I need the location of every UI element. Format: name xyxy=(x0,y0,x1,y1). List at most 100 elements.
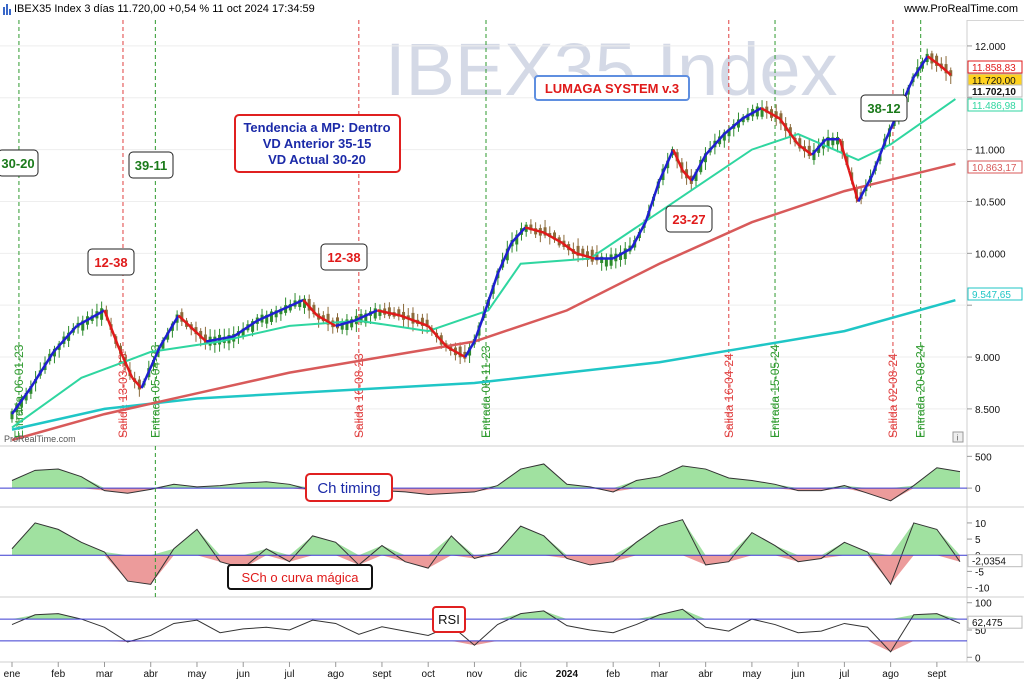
fast-average-segment xyxy=(940,65,952,76)
candle-body xyxy=(515,234,519,245)
fast-average-segment xyxy=(10,387,32,415)
x-tick-label: dic xyxy=(514,669,527,680)
fast-average-segment xyxy=(838,138,851,171)
candle-body xyxy=(944,64,948,74)
signal-tag xyxy=(0,149,39,177)
candle-body xyxy=(397,309,401,317)
x-tick-label: abr xyxy=(144,669,159,680)
rsi-label: RSI xyxy=(438,612,460,627)
y-tick-label: 10.000 xyxy=(975,249,1006,260)
candle-body xyxy=(935,55,939,66)
x-tick-label: jul xyxy=(283,669,294,680)
fast-average-segment xyxy=(233,319,258,338)
fast-average-segment xyxy=(778,117,800,146)
fast-average-segment xyxy=(205,335,235,343)
fast-average-segment xyxy=(760,107,781,120)
signal-label: Salida 02-08-24 xyxy=(886,353,900,438)
ch-timing-positive-area xyxy=(12,463,960,489)
candle-body xyxy=(623,248,627,260)
fast-average-segment xyxy=(464,340,476,358)
trend-box: Tendencia a MP: Dentro VD Anterior 35-15… xyxy=(234,114,401,173)
candle-body xyxy=(350,319,354,328)
candle-body xyxy=(24,392,28,401)
rsi-oversold-area xyxy=(12,640,960,652)
mid-average-line xyxy=(11,98,956,429)
fast-average-segment xyxy=(644,180,661,223)
fast-average-segment xyxy=(446,345,466,359)
ch-timing-y-tick-label: 500 xyxy=(975,452,992,463)
signal-label: Entrada 20-08-24 xyxy=(914,344,928,438)
info-icon[interactable] xyxy=(952,431,964,443)
y-tick-label: 9.000 xyxy=(975,353,1000,364)
value-label-box xyxy=(967,287,1023,301)
value-label: 11.858,83 xyxy=(972,63,1016,74)
sch-positive-area xyxy=(12,519,960,556)
candle-body xyxy=(269,311,273,322)
candle-body xyxy=(812,150,816,161)
candle-body xyxy=(609,254,613,266)
fast-average-segment xyxy=(335,319,355,328)
signal-tag xyxy=(320,243,368,271)
candle-body xyxy=(552,232,556,240)
candle-body xyxy=(798,138,802,149)
value-label: 11.486,98 xyxy=(972,101,1016,112)
value-label-box xyxy=(967,60,1023,74)
signal-tag-label: 12-38 xyxy=(327,250,360,265)
ch-timing-box: Ch timing xyxy=(305,473,393,502)
chart-logo-icon xyxy=(3,4,11,15)
footer-brand: ProRealTime.com xyxy=(4,434,76,444)
signal-label: Entrada 06-01-23 xyxy=(12,344,26,438)
candle-body xyxy=(420,317,424,326)
chart-title: IBEX35 Index 3 días 11.720,00 +0,54 % 11… xyxy=(14,3,315,15)
x-tick-label: sept xyxy=(372,669,391,680)
x-tick-label: mar xyxy=(651,669,669,680)
fast-average-segment xyxy=(427,325,448,348)
sch-y-tick-label: 10 xyxy=(975,519,987,530)
sch-box: SCh o curva mágica xyxy=(227,564,373,590)
fast-average-segment xyxy=(857,174,874,203)
candle-body xyxy=(302,298,306,308)
signal-tag-label: 23-27 xyxy=(672,212,705,227)
fast-average-segment xyxy=(117,346,134,379)
signal-label: Salida 16-08-23 xyxy=(352,353,366,438)
candle-body xyxy=(831,137,835,146)
signal-tag-label: 30-20 xyxy=(1,156,34,171)
candle-body xyxy=(425,319,429,328)
site-link[interactable]: www.ProRealTime.com xyxy=(904,3,1018,15)
candle-body xyxy=(590,249,594,262)
candle-body xyxy=(100,308,104,320)
x-tick-label: 2024 xyxy=(556,669,579,680)
fast-average-segment xyxy=(681,169,693,182)
value-label-box xyxy=(967,98,1023,112)
signal-tag xyxy=(665,205,713,233)
fast-average-segment xyxy=(279,298,304,312)
fast-average-segment xyxy=(482,273,499,316)
fast-average-segment xyxy=(704,133,726,156)
ch-timing-label: Ch timing xyxy=(317,480,380,497)
x-tick-label: ago xyxy=(327,669,344,680)
signal-tag-label: 39-11 xyxy=(135,158,168,173)
signal-tag xyxy=(860,94,908,122)
trend-line-1: Tendencia a MP: Dentro xyxy=(243,120,390,135)
candle-body xyxy=(600,256,604,264)
x-tick-label: mar xyxy=(96,669,114,680)
candle-body xyxy=(81,320,85,331)
candle-body xyxy=(326,313,330,325)
candle-body xyxy=(727,128,731,137)
fast-average-segment xyxy=(870,138,888,177)
fast-average-segment xyxy=(742,107,762,120)
trend-line-3: VD Actual 30-20 xyxy=(268,152,366,167)
x-tick-label: feb xyxy=(606,669,620,680)
sch-negative-area xyxy=(12,555,960,585)
candle-body xyxy=(411,312,415,324)
fast-average-segment xyxy=(400,314,429,328)
fast-average-segment xyxy=(543,231,563,245)
candle-body xyxy=(251,321,255,332)
candle-body xyxy=(340,321,344,330)
fast-average-segment xyxy=(561,241,577,255)
candle-body xyxy=(345,319,349,330)
fast-average-segment xyxy=(316,314,337,328)
trend-line-2: VD Anterior 35-15 xyxy=(263,136,372,151)
rsi-overbought-area xyxy=(12,609,960,620)
fast-average-segment xyxy=(177,314,208,343)
